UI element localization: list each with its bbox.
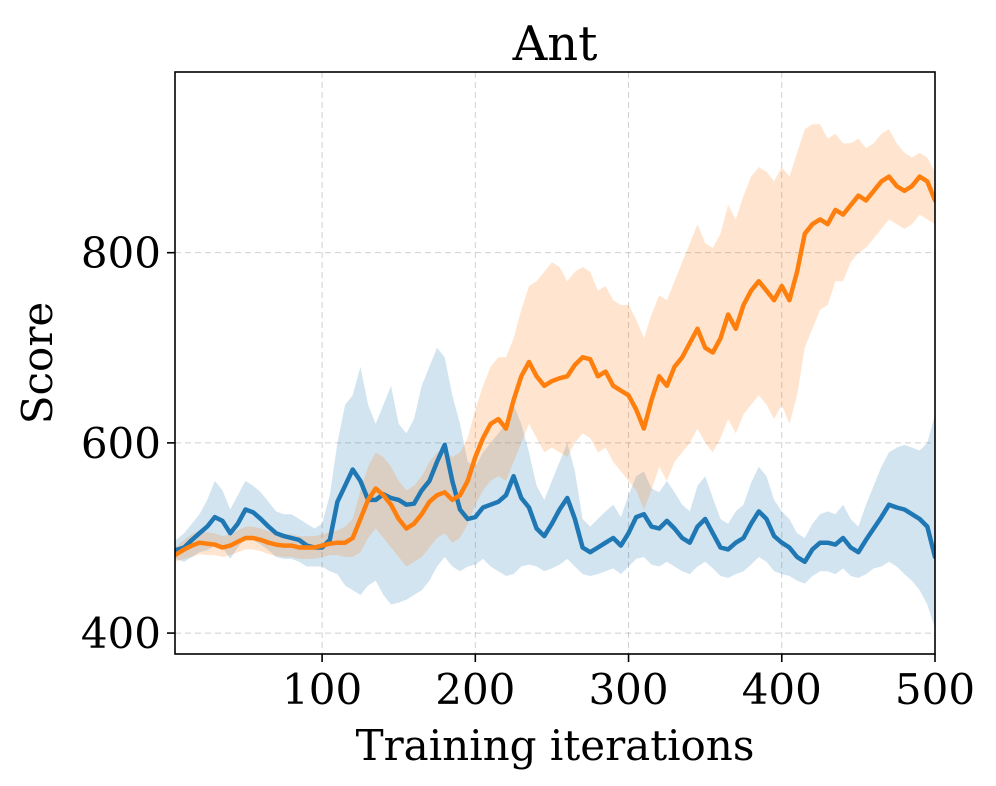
- y-tick-label: 600: [81, 419, 161, 468]
- x-tick-label: 100: [282, 665, 362, 714]
- series-lines: [175, 174, 935, 565]
- line-blue: [175, 442, 935, 565]
- x-tick-label: 300: [588, 665, 668, 714]
- y-tick-label: 800: [81, 229, 161, 278]
- y-axis-ticks: 400 600 800: [81, 229, 175, 658]
- confidence-bands: [175, 124, 935, 629]
- band-orange: [175, 124, 935, 567]
- x-tick-label: 200: [435, 665, 515, 714]
- line-orange: [175, 174, 935, 558]
- plot-frame: [174, 71, 936, 655]
- chart-title: Ant: [512, 16, 598, 72]
- band-blue: [175, 347, 935, 629]
- y-tick-label: 400: [81, 609, 161, 658]
- y-axis-label: Score: [13, 302, 62, 425]
- x-tick-label: 500: [895, 665, 975, 714]
- x-tick-label: 400: [742, 665, 822, 714]
- x-axis-label: Training iterations: [356, 721, 755, 770]
- x-axis-ticks: 100 200 300 400 500: [282, 654, 975, 714]
